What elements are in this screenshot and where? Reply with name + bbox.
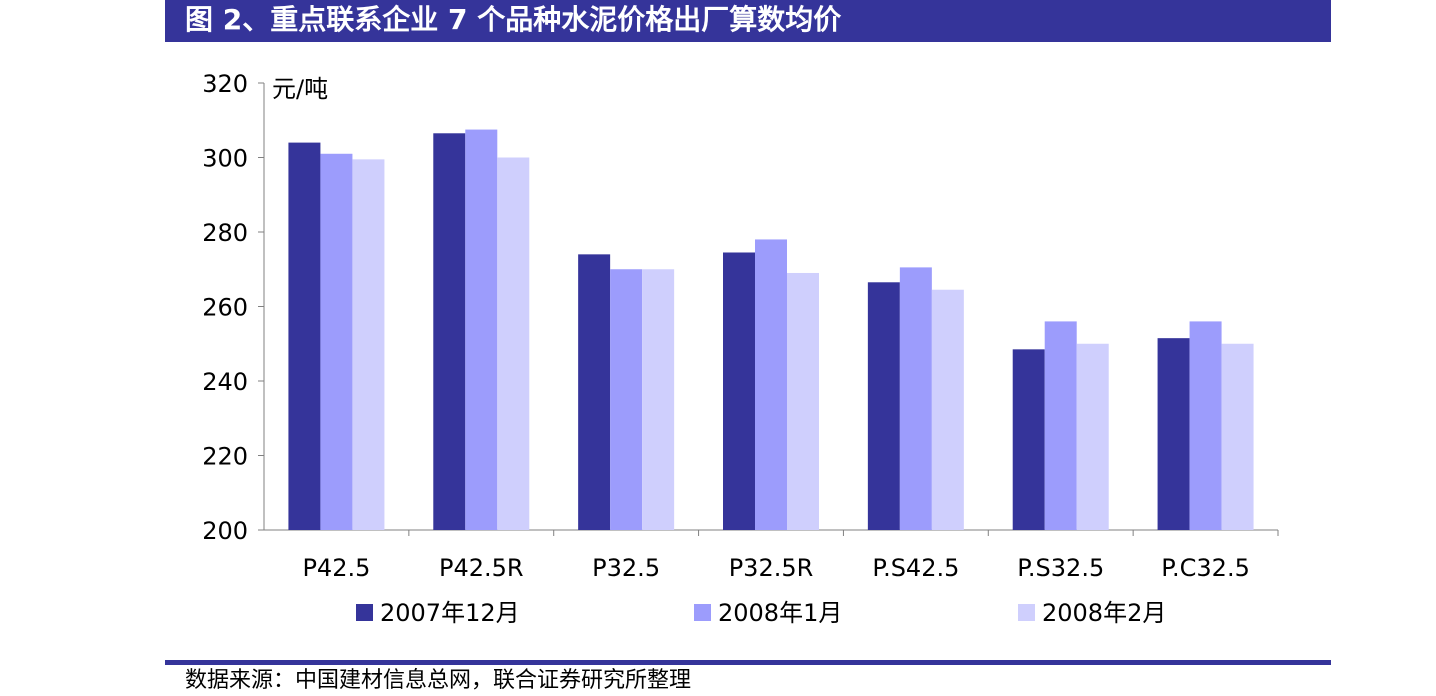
bar-2007年12月-P.C32.5: [1157, 338, 1190, 530]
legend-label: 2008年1月: [718, 599, 842, 627]
bar-2008年1月-P.S42.5: [899, 267, 932, 530]
bar-2008年2月-P.S42.5: [931, 289, 964, 530]
legend-swatch-2007年12月: [356, 604, 373, 621]
page-title: 图 2、重点联系企业 7 个品种水泥价格出厂算数均价: [165, 0, 1331, 42]
y-tick-label: 260: [202, 294, 248, 322]
bar-2008年2月-P42.5: [352, 159, 385, 531]
bar-2008年1月-P42.5R: [465, 129, 498, 530]
bar-2008年1月-P.S32.5: [1044, 321, 1077, 530]
y-tick-label: 300: [202, 145, 248, 173]
x-tick-label: P.S32.5: [1017, 554, 1104, 582]
bar-2008年1月-P32.5R: [755, 239, 787, 530]
y-tick-label: 200: [202, 517, 248, 545]
bar-2007年12月-P32.5: [578, 254, 611, 530]
legend-swatch-2008年1月: [694, 604, 711, 621]
x-tick-label: P.S42.5: [872, 554, 959, 582]
x-tick-label: P.C32.5: [1161, 554, 1250, 582]
bar-2008年2月-P.C32.5: [1221, 343, 1254, 530]
y-tick-label: 320: [202, 70, 248, 98]
bar-2008年1月-P.C32.5: [1189, 321, 1222, 530]
y-tick-label: 220: [202, 443, 248, 471]
x-tick-label: P42.5R: [439, 554, 524, 582]
source-note: 数据来源：中国建材信息总网，联合证券研究所整理: [185, 668, 692, 693]
bar-2007年12月-P42.5R: [433, 133, 466, 530]
bar-2008年1月-P32.5: [610, 269, 643, 530]
bar-2008年2月-P42.5R: [497, 157, 530, 530]
bar-2007年12月-P32.5R: [723, 252, 755, 531]
bar-2008年2月-P.S32.5: [1076, 343, 1109, 530]
legend-label: 2008年2月: [1042, 599, 1166, 627]
y-tick-label: 280: [202, 219, 248, 247]
legend-label: 2007年12月: [380, 599, 520, 627]
x-tick-label: P32.5: [592, 554, 660, 582]
bottom-divider: [165, 660, 1331, 665]
y-axis-label: 元/吨: [272, 75, 328, 103]
bar-2007年12月-P42.5: [288, 142, 321, 530]
bar-chart: 200 220 240 260 280 300 320 元/吨 P42.5 P42.5R P32.5…: [202, 70, 1279, 627]
x-tick-label: P42.5: [302, 554, 370, 582]
bar-2008年2月-P32.5: [642, 269, 675, 530]
legend-swatch-2008年2月: [1018, 604, 1035, 621]
y-tick-label: 240: [202, 368, 248, 396]
bar-2008年2月-P32.5R: [787, 272, 819, 530]
bar-2007年12月-P.S42.5: [867, 282, 900, 530]
x-tick-label: P32.5R: [729, 554, 814, 582]
bar-2008年1月-P42.5: [320, 153, 353, 530]
bar-2007年12月-P.S32.5: [1012, 349, 1045, 530]
